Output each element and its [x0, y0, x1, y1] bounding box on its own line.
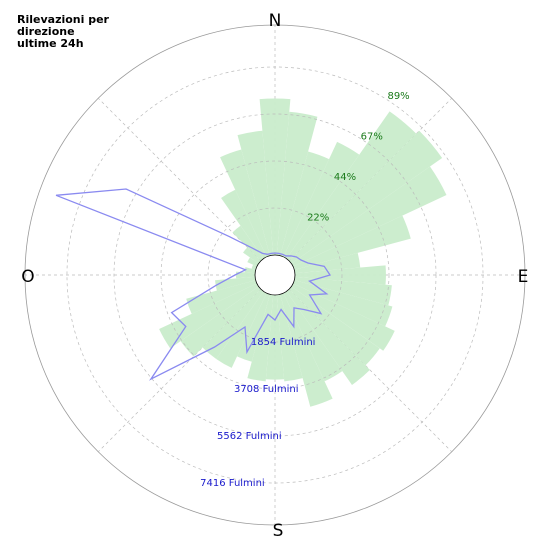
bar	[202, 289, 264, 359]
bar	[283, 291, 343, 382]
bar	[280, 151, 330, 257]
center-hole	[254, 254, 296, 296]
compass-label: E	[518, 267, 529, 287]
r-tick-label: 44%	[334, 172, 356, 183]
bar	[286, 111, 417, 261]
bar	[294, 252, 361, 274]
grid-ring	[66, 66, 484, 484]
compass-label: O	[21, 267, 34, 287]
bar	[180, 286, 261, 357]
bar	[237, 293, 270, 362]
bar	[291, 166, 447, 267]
bar	[265, 294, 285, 380]
bar	[276, 111, 318, 256]
direction-line	[55, 188, 332, 381]
r-tick-label: 67%	[361, 132, 383, 143]
bar	[243, 247, 261, 264]
r2-tick-label: 7416 Fulmini	[200, 478, 265, 489]
bar	[259, 98, 291, 256]
bar	[247, 257, 259, 267]
bar	[286, 289, 370, 385]
r-tick-label: 22%	[307, 212, 329, 223]
chart-title: ultime 24h	[17, 37, 84, 50]
bar	[232, 225, 264, 261]
bar	[159, 283, 259, 349]
bar	[293, 215, 411, 270]
grid-ring	[207, 207, 343, 343]
bar	[289, 130, 443, 264]
bar	[283, 141, 360, 259]
bar	[276, 294, 303, 382]
grid-ring	[160, 160, 390, 390]
bar	[220, 149, 270, 257]
chart-title: direzione	[17, 25, 75, 38]
r2-tick-label: 3708 Fulmini	[234, 384, 299, 395]
bar	[221, 189, 267, 259]
bar	[289, 286, 380, 366]
bar	[237, 130, 274, 256]
chart-title: Rilevazioni per	[17, 13, 110, 26]
bar	[293, 280, 393, 327]
bar	[251, 264, 257, 270]
bar	[186, 280, 257, 314]
bar	[294, 276, 392, 306]
compass-label: S	[273, 521, 284, 541]
bar	[244, 267, 256, 274]
bar	[291, 283, 395, 351]
r2-tick-label: 5562 Fulmini	[217, 431, 282, 442]
r2-tick-label: 1854 Fulmini	[251, 337, 316, 348]
r-tick-label: 89%	[387, 91, 409, 102]
compass-label: N	[269, 11, 282, 31]
bar	[235, 271, 256, 279]
grid-ring	[113, 113, 437, 437]
bar	[294, 265, 386, 285]
